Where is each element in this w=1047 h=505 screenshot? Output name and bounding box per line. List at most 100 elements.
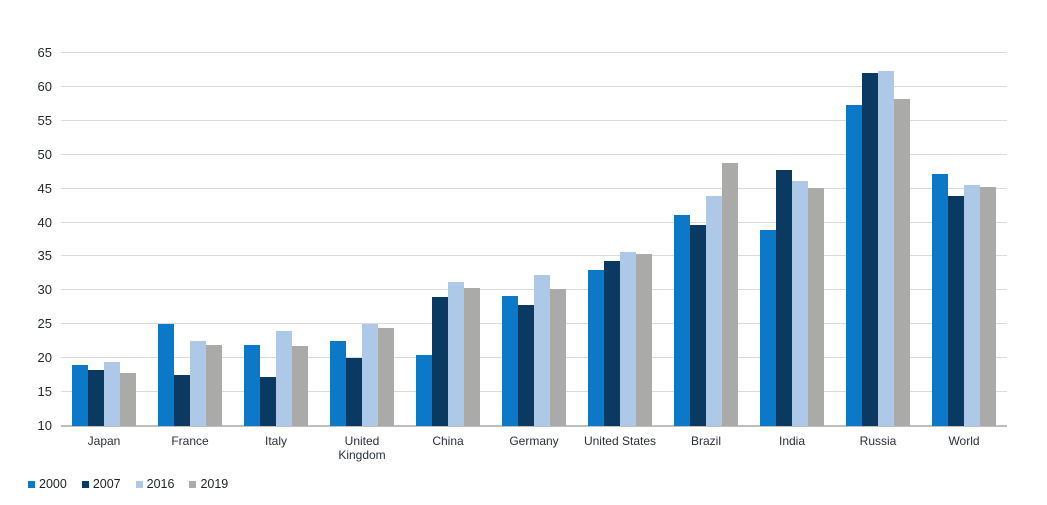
- bar-2000-india: [760, 230, 776, 426]
- legend-swatch-2007: [81, 480, 89, 488]
- gridline-55: [61, 119, 1007, 121]
- x-axis-label-china: China: [432, 434, 464, 448]
- x-axis-label-brazil: Brazil: [690, 434, 721, 448]
- y-axis-tick-label-50: 50: [37, 146, 52, 162]
- bar-2007-united-kingdom: [346, 357, 362, 426]
- bar-2019-japan: [120, 373, 136, 426]
- bar-2000-united-states: [588, 270, 604, 426]
- bar-2000-germany: [502, 295, 518, 426]
- bar-2016-india: [792, 180, 808, 426]
- bar-2000-italy: [244, 344, 260, 426]
- bar-2016-russia: [878, 70, 894, 426]
- bar-2019-united-kingdom: [378, 328, 394, 426]
- y-axis-tick-label-55: 55: [37, 112, 52, 128]
- x-axis-label-germany: Germany: [509, 434, 559, 448]
- y-axis-tick-label-45: 45: [37, 180, 52, 196]
- plot-area: [61, 52, 1007, 427]
- bar-2007-world: [948, 196, 964, 426]
- legend-label-2007: 2007: [92, 477, 121, 491]
- bar-group-china: [405, 53, 491, 426]
- legend-item-2019: 2019: [189, 477, 228, 491]
- bar-2007-japan: [88, 370, 104, 426]
- bar-2019-brazil: [722, 162, 738, 426]
- bar-group-france: [147, 53, 233, 426]
- bar-2016-japan: [104, 361, 120, 426]
- bar-group-brazil: [663, 53, 749, 426]
- bar-2000-russia: [846, 104, 862, 426]
- y-axis-tick-label-30: 30: [37, 282, 52, 298]
- bar-2000-china: [416, 355, 432, 426]
- bar-2016-united-kingdom: [362, 324, 378, 426]
- bar-2007-italy: [260, 376, 276, 426]
- bar-group-germany: [491, 53, 577, 426]
- legend-label-2000: 2000: [39, 477, 67, 491]
- bar-2000-france: [158, 324, 174, 426]
- legend-item-2016: 2016: [135, 477, 175, 491]
- bar-2019-italy: [292, 345, 308, 426]
- bar-group-japan: [61, 53, 147, 426]
- x-axis-label-russia: Russia: [859, 434, 897, 448]
- y-axis-tick-label-35: 35: [37, 248, 52, 264]
- bar-2000-world: [932, 174, 948, 426]
- bar-2019-india: [808, 187, 824, 426]
- bar-2019-germany: [550, 289, 566, 426]
- bar-2016-united-states: [620, 251, 636, 426]
- legend-swatch-2019: [189, 480, 197, 488]
- bar-2016-france: [190, 341, 206, 426]
- legend-label-2019: 2019: [200, 477, 229, 491]
- bar-group-united-states: [577, 53, 663, 426]
- y-axis-tick-label-40: 40: [37, 214, 52, 230]
- x-axis-label-united-states: United States: [583, 434, 657, 448]
- bar-2007-france: [174, 375, 190, 426]
- x-axis-label-india: India: [778, 434, 806, 448]
- x-axis-label-japan: Japan: [87, 434, 121, 448]
- x-axis-label-world: World: [948, 434, 980, 448]
- gridline-35: [61, 255, 1007, 257]
- x-axis-label-united-kingdom: United Kingdom: [338, 434, 386, 462]
- y-axis-tick-label-60: 60: [37, 78, 52, 94]
- y-axis-tick-label-25: 25: [37, 316, 52, 332]
- bar-2007-china: [432, 297, 448, 426]
- legend: 2000 2007 2016 2019: [28, 477, 228, 491]
- bar-2007-india: [776, 170, 792, 426]
- gridline-65: [61, 52, 1007, 53]
- bar-group-world: [921, 53, 1007, 426]
- y-axis-tick-label-15: 15: [37, 384, 52, 400]
- legend-swatch-2000: [28, 480, 35, 488]
- bar-2016-china: [448, 282, 464, 426]
- bar-2007-brazil: [690, 225, 706, 426]
- bar-group-russia: [835, 53, 921, 426]
- bar-2016-italy: [276, 331, 292, 426]
- bar-group-united-kingdom: [319, 53, 405, 426]
- x-axis-label-france: France: [171, 434, 209, 448]
- y-axis-tick-label-65: 65: [37, 45, 52, 60]
- bar-2007-russia: [862, 72, 878, 426]
- bar-2007-germany: [518, 305, 534, 426]
- bar-2019-china: [464, 287, 480, 426]
- legend-swatch-2016: [135, 480, 143, 488]
- y-axis-tick-label-20: 20: [37, 350, 52, 366]
- bar-2016-world: [964, 184, 980, 426]
- gridline-45: [61, 187, 1007, 189]
- bar-2000-united-kingdom: [330, 341, 346, 426]
- bar-2016-brazil: [706, 196, 722, 426]
- bar-2000-brazil: [674, 215, 690, 426]
- bar-group-italy: [233, 53, 319, 426]
- bar-group-india: [749, 53, 835, 426]
- x-axis-line: [61, 425, 1007, 427]
- bar-2019-france: [206, 344, 222, 426]
- legend-item-2000: 2000: [28, 477, 67, 491]
- bar-2019-russia: [894, 99, 910, 426]
- bar-2000-japan: [72, 364, 88, 426]
- x-axis-label-italy: Italy: [264, 434, 287, 448]
- bar-2016-germany: [534, 274, 550, 426]
- gridline-60: [61, 85, 1007, 87]
- gridline-40: [61, 221, 1007, 223]
- bar-2019-world: [980, 186, 996, 426]
- legend-label-2016: 2016: [146, 477, 175, 491]
- y-axis-tick-label-10: 10: [37, 418, 52, 433]
- legend-item-2007: 2007: [81, 477, 121, 491]
- bar-2007-united-states: [604, 261, 620, 426]
- bar-2019-united-states: [636, 253, 652, 426]
